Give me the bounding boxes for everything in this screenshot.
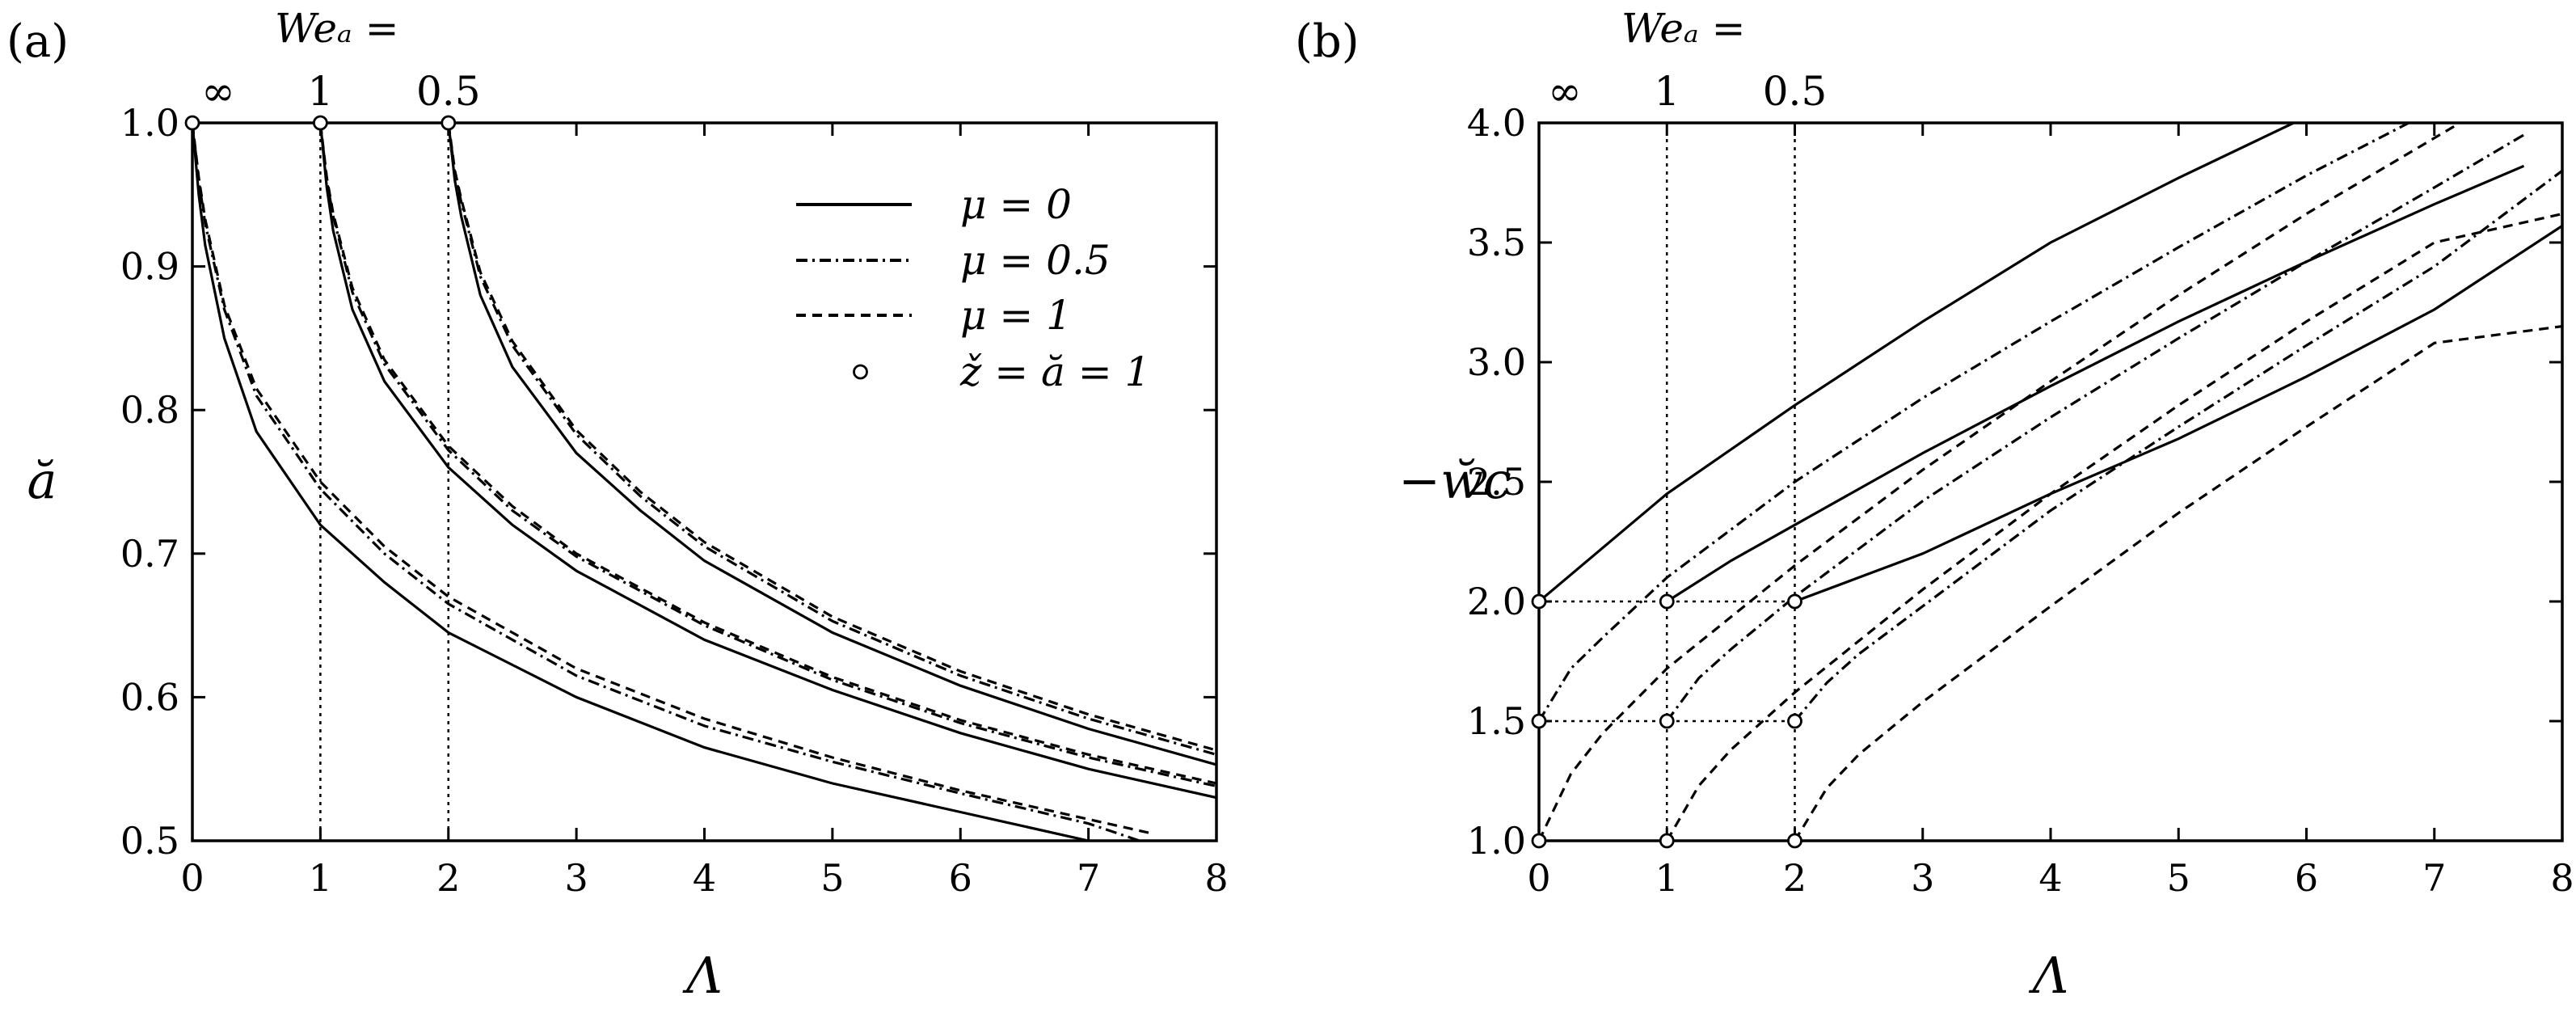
legend-label: μ = 0 bbox=[960, 181, 1072, 228]
series-line-solid-1 bbox=[1666, 164, 2525, 603]
x-tick-label: 8 bbox=[2550, 856, 2574, 900]
x-tick-label: 6 bbox=[949, 856, 972, 900]
top-axis-label: ∞ bbox=[201, 68, 235, 115]
top-axis-label: ∞ bbox=[1548, 68, 1582, 115]
marker-point bbox=[1659, 593, 1675, 610]
marker-point bbox=[1787, 713, 1802, 729]
series-line-dashdot-5 bbox=[1794, 169, 2562, 723]
x-tick-label: 1 bbox=[309, 856, 332, 900]
y-tick-label: 1.0 bbox=[120, 101, 179, 145]
series-line-dashdot-3 bbox=[1539, 123, 2409, 722]
legend-marker bbox=[853, 364, 868, 380]
legend-label: ž = ă = 1 bbox=[959, 348, 1150, 395]
y-tick-label: 4.0 bbox=[1467, 101, 1526, 145]
marker-point bbox=[1787, 593, 1802, 610]
x-tick-label: 7 bbox=[1077, 856, 1100, 900]
y-tick-label: 0.7 bbox=[120, 532, 179, 576]
marker-point bbox=[1659, 713, 1675, 729]
top-axis-label: 0.5 bbox=[1763, 68, 1828, 115]
series-line-solid-0 bbox=[192, 123, 1089, 841]
legend-label: μ = 0.5 bbox=[960, 237, 1111, 284]
series-line-dashdot-7 bbox=[447, 123, 1216, 756]
marker-point bbox=[1659, 833, 1675, 849]
x-tick-label: 4 bbox=[2038, 856, 2062, 900]
y-tick-label: 3.5 bbox=[1467, 221, 1526, 264]
marker-point bbox=[184, 115, 200, 131]
y-axis-label: ă bbox=[27, 451, 57, 510]
series-line-dashed-8 bbox=[447, 123, 1216, 752]
y-tick-label: 1.5 bbox=[1467, 699, 1526, 743]
x-tick-label: 8 bbox=[1204, 856, 1228, 900]
plot-frame bbox=[191, 121, 1218, 842]
legend-label: μ = 1 bbox=[960, 292, 1072, 339]
top-axis-label: 0.5 bbox=[416, 68, 481, 115]
x-axis-label: Λ bbox=[682, 946, 723, 1005]
marker-point bbox=[1531, 713, 1547, 729]
plot-frame bbox=[1537, 121, 2564, 842]
x-tick-label: 4 bbox=[693, 856, 716, 900]
series-line-dashed-2 bbox=[192, 123, 1153, 835]
marker-point bbox=[441, 115, 457, 131]
series-line-solid-6 bbox=[447, 123, 1216, 766]
x-tick-label: 3 bbox=[564, 856, 588, 900]
x-tick-label: 2 bbox=[436, 856, 460, 900]
marker-point bbox=[1787, 833, 1802, 849]
y-tick-label: 0.9 bbox=[120, 245, 179, 289]
x-tick-label: 6 bbox=[2295, 856, 2318, 900]
top-axis-label: 1 bbox=[1654, 68, 1680, 115]
y-tick-label: 2.5 bbox=[1467, 460, 1526, 504]
panel-b: 0 1 2 3 4 5 6 7 8 1.0 1.5 2.0 2.5 3.0 3.5 4.0 Λ −w̆c (b) We… bbox=[1295, 5, 2574, 1005]
series-line-solid-0 bbox=[1539, 123, 2295, 603]
series-line-solid-2 bbox=[1794, 224, 2562, 603]
series-line-solid-3 bbox=[318, 123, 1216, 800]
panel-label: (a) bbox=[6, 15, 69, 68]
x-tick-label: 0 bbox=[1527, 856, 1550, 900]
x-tick-label: 5 bbox=[820, 856, 844, 900]
series-line-dashdot-4 bbox=[318, 123, 1216, 788]
top-axis-title: Weₐ = bbox=[275, 5, 398, 52]
panel-a: 0 1 2 3 4 5 6 7 8 0.5 0.6 0.7 0.8 0.9 1.0 Λă (a) Weₐ = ∞ 1 0… bbox=[6, 5, 1229, 1005]
x-axis-label: Λ bbox=[2029, 946, 2069, 1005]
y-tick-label: 0.8 bbox=[120, 388, 179, 432]
x-tick-label: 3 bbox=[1911, 856, 1934, 900]
marker-point bbox=[1531, 593, 1547, 610]
series-line-dashed-6 bbox=[1539, 123, 2461, 841]
series-line-dashdot-4 bbox=[1666, 133, 2525, 722]
marker-point bbox=[1531, 833, 1547, 849]
top-axis-label: 1 bbox=[307, 68, 333, 115]
panel-label: (b) bbox=[1295, 15, 1360, 68]
series-line-dashed-5 bbox=[318, 123, 1216, 785]
y-tick-label: 1.0 bbox=[1467, 819, 1526, 863]
x-tick-label: 1 bbox=[1655, 856, 1679, 900]
series-line-dashed-8 bbox=[1794, 325, 2562, 841]
y-axis-label: −w̆c bbox=[1398, 451, 1511, 510]
x-tick-label: 0 bbox=[180, 856, 204, 900]
x-tick-label: 2 bbox=[1783, 856, 1807, 900]
legend: μ = 0 μ = 0.5 μ = 1 ž = ă = 1 bbox=[796, 181, 1150, 395]
y-tick-label: 2.0 bbox=[1467, 580, 1526, 623]
y-tick-label: 0.5 bbox=[120, 819, 179, 863]
series-line-dashdot-1 bbox=[192, 123, 1140, 841]
x-tick-label: 7 bbox=[2422, 856, 2446, 900]
y-tick-label: 3.0 bbox=[1467, 340, 1526, 384]
top-axis-title: Weₐ = bbox=[1621, 5, 1745, 52]
y-tick-label: 0.6 bbox=[120, 675, 179, 719]
x-tick-label: 5 bbox=[2167, 856, 2190, 900]
series-line-dashed-7 bbox=[1665, 212, 2562, 841]
marker-point bbox=[312, 115, 328, 131]
